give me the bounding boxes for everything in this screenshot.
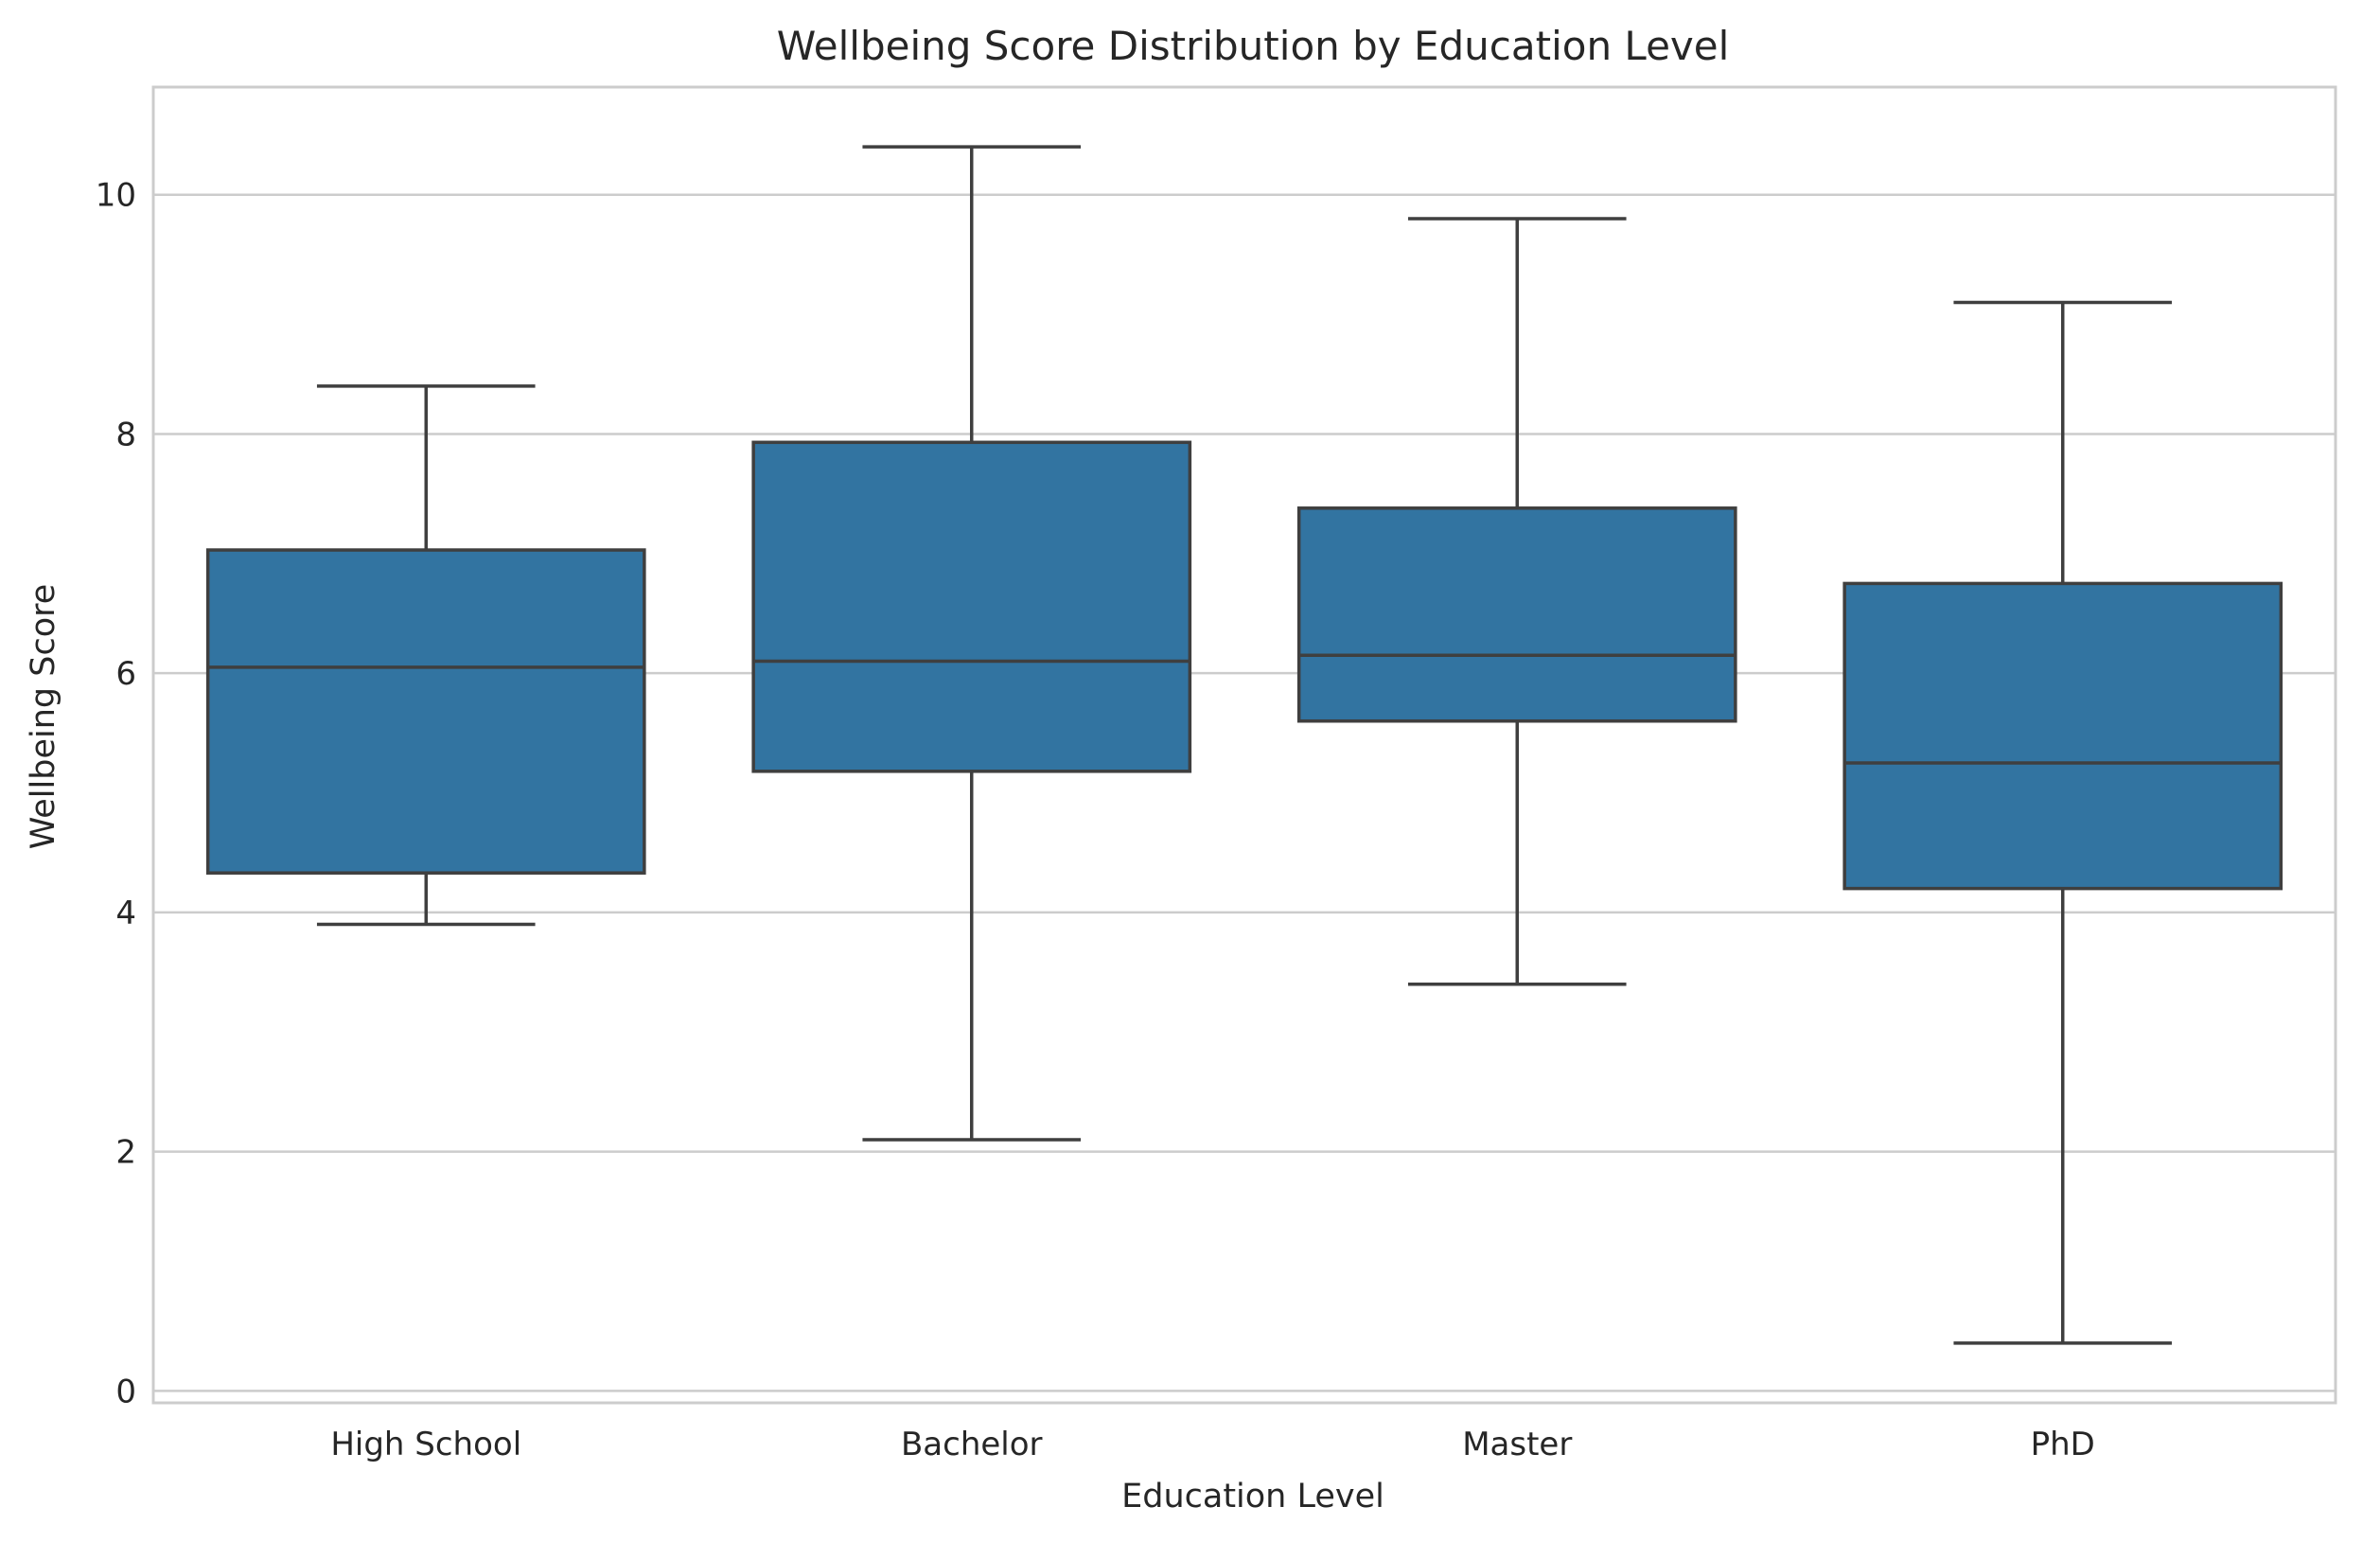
y-axis-ticks: 0 2 4 6 8 10 <box>96 177 136 1411</box>
x-tick-label: Bachelor <box>901 1426 1043 1463</box>
box-bachelor <box>751 145 1192 1142</box>
x-tick-label: PhD <box>2031 1426 2095 1463</box>
y-tick-label: 4 <box>115 895 136 932</box>
x-axis-label: Education Level <box>1121 1478 1384 1515</box>
y-axis-label: Wellbeing Score <box>25 584 62 850</box>
y-tick-label: 8 <box>115 416 136 453</box>
y-tick-label: 6 <box>115 655 136 693</box>
x-tick-label: High School <box>330 1426 521 1463</box>
y-tick-label: 10 <box>96 177 136 215</box>
iqr-box <box>751 440 1192 773</box>
chart-title: Wellbeing Score Distribution by Educatio… <box>777 23 1730 69</box>
y-tick-label: 2 <box>115 1134 136 1172</box>
iqr-box <box>1296 506 1737 723</box>
x-axis-ticks: High School Bachelor Master PhD <box>330 1426 2095 1463</box>
box-phd <box>1842 300 2283 1345</box>
iqr-box <box>205 548 646 875</box>
iqr-box <box>1842 581 2283 891</box>
x-tick-label: Master <box>1462 1426 1572 1463</box>
y-tick-label: 0 <box>115 1373 136 1410</box>
box-master <box>1296 217 1737 986</box>
box-series <box>205 145 2283 1345</box>
plot-frame <box>151 85 2337 1405</box>
box-high-school <box>205 384 646 927</box>
